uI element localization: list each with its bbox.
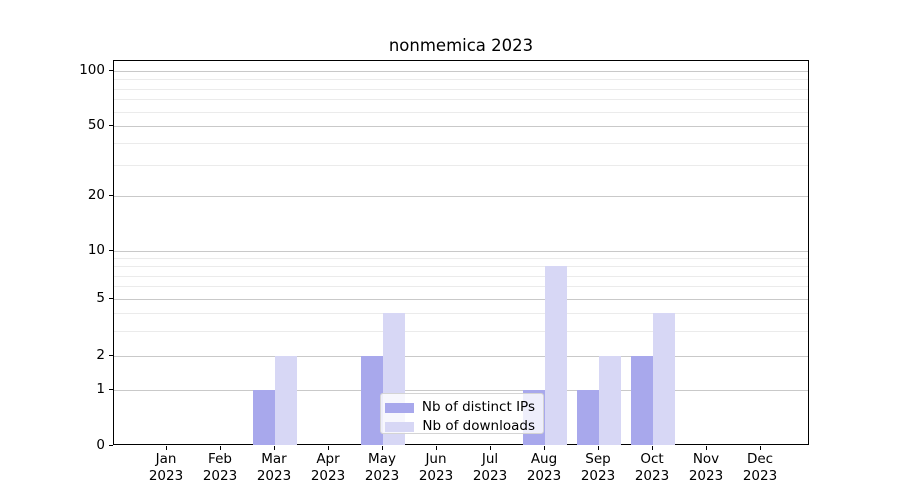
y-gridline-minor — [114, 143, 808, 145]
y-tick-label: 10 — [87, 242, 105, 258]
x-tick-label: May 2023 — [364, 451, 400, 484]
y-tick-mark — [109, 250, 113, 251]
y-tick-label: 2 — [96, 347, 105, 363]
legend-label-distinct-ips: Nb of distinct IPs — [421, 399, 535, 415]
x-tick-mark — [220, 446, 221, 450]
y-tick-mark — [109, 298, 113, 299]
x-tick-mark — [166, 446, 167, 450]
x-tick-mark — [652, 446, 653, 450]
bar-distinct-ips — [361, 356, 383, 445]
y-gridline-minor — [114, 79, 808, 81]
x-tick-mark — [436, 446, 437, 450]
y-gridline-minor — [114, 88, 808, 90]
y-gridline-minor — [114, 330, 808, 332]
y-gridline-major — [114, 196, 808, 197]
x-tick-label: Sep 2023 — [580, 451, 616, 484]
y-gridline-minor — [114, 266, 808, 268]
x-tick-label: Nov 2023 — [688, 451, 724, 484]
bar-downloads — [275, 356, 297, 445]
y-gridline-major — [114, 299, 808, 300]
legend-entry-distinct-ips: Nb of distinct IPs — [385, 398, 535, 417]
y-tick-mark — [109, 355, 113, 356]
bar-distinct-ips — [577, 390, 599, 445]
bar-downloads — [545, 266, 567, 445]
x-tick-mark — [328, 446, 329, 450]
y-tick-mark — [109, 195, 113, 196]
x-tick-label: Jul 2023 — [472, 451, 508, 484]
y-tick-mark — [109, 445, 113, 446]
plot-area — [113, 60, 809, 445]
y-tick-label: 0 — [96, 437, 105, 453]
y-gridline-minor — [114, 99, 808, 101]
y-tick-label: 5 — [96, 290, 105, 306]
x-tick-label: Feb 2023 — [202, 451, 238, 484]
bar-downloads — [653, 312, 675, 445]
x-tick-label: Jun 2023 — [418, 451, 454, 484]
y-tick-label: 100 — [79, 62, 105, 78]
y-gridline-minor — [114, 312, 808, 314]
legend-swatch-downloads-icon — [385, 421, 415, 432]
y-tick-label: 50 — [87, 117, 105, 133]
y-tick-label: 1 — [96, 381, 105, 397]
y-tick-mark — [109, 70, 113, 71]
bar-downloads — [599, 356, 621, 445]
chart-title: nonmemica 2023 — [388, 36, 534, 55]
legend-entry-downloads: Nb of downloads — [385, 417, 535, 436]
y-gridline-major — [114, 356, 808, 357]
y-gridline-major — [114, 390, 808, 391]
x-tick-label: Apr 2023 — [310, 451, 346, 484]
legend-swatch-distinct-ips-icon — [385, 402, 414, 413]
x-tick-label: Dec 2023 — [742, 451, 778, 484]
y-tick-mark — [109, 125, 113, 126]
y-gridline-major — [114, 71, 808, 72]
x-tick-label: Aug 2023 — [526, 451, 562, 484]
y-gridline-minor — [114, 286, 808, 288]
bar-distinct-ips — [631, 356, 653, 445]
y-gridline-major — [114, 126, 808, 127]
x-tick-label: Mar 2023 — [256, 451, 292, 484]
legend: Nb of distinct IPs Nb of downloads — [380, 393, 544, 434]
y-gridline-minor — [114, 111, 808, 113]
x-tick-label: Oct 2023 — [634, 451, 670, 484]
legend-label-downloads: Nb of downloads — [422, 418, 535, 434]
x-tick-mark — [760, 446, 761, 450]
x-tick-mark — [274, 446, 275, 450]
y-gridline-minor — [114, 165, 808, 167]
x-tick-mark — [382, 446, 383, 450]
bar-distinct-ips — [253, 390, 275, 445]
y-gridline-minor — [114, 275, 808, 277]
x-tick-mark — [544, 446, 545, 450]
x-tick-mark — [706, 446, 707, 450]
x-tick-label: Jan 2023 — [148, 451, 184, 484]
x-tick-mark — [598, 446, 599, 450]
y-tick-label: 20 — [87, 187, 105, 203]
y-gridline-minor — [114, 258, 808, 260]
y-tick-mark — [109, 389, 113, 390]
y-gridline-major — [114, 251, 808, 252]
x-tick-mark — [490, 446, 491, 450]
